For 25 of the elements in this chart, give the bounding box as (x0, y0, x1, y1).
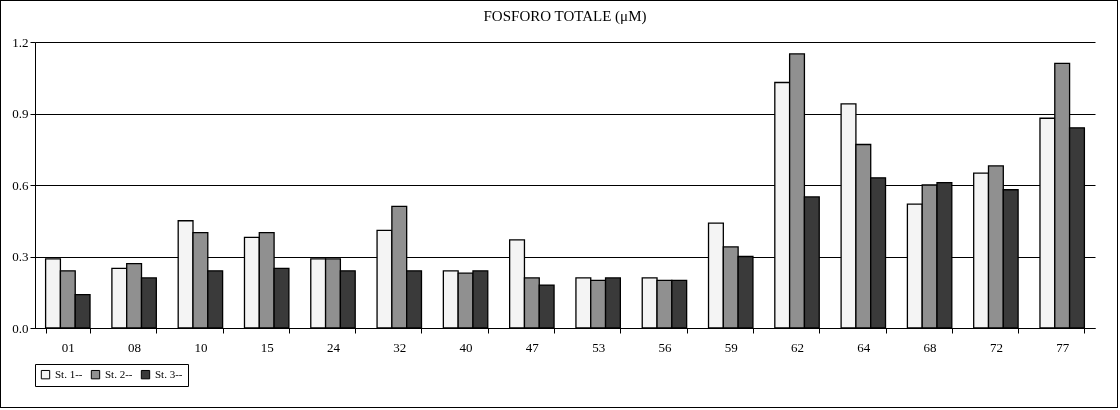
legend-label: St. 1-- (55, 367, 83, 380)
x-tick-label: 72 (989, 339, 1003, 355)
x-tick-label: 15 (260, 339, 274, 355)
x-tick-label: 62 (791, 339, 805, 355)
x-tick-label: 68 (923, 339, 937, 355)
legend-label: St. 3-- (155, 367, 183, 380)
y-tick-label: 0.9 (12, 106, 29, 121)
chart-title: FOSFORO TOTALE (μM) (483, 8, 647, 25)
y-tick-label: 0.0 (12, 320, 29, 336)
x-tick-label: 24 (326, 339, 341, 355)
x-tick-label: 53 (592, 339, 606, 355)
x-tick-label: 64 (857, 339, 871, 355)
x-tick-label: 59 (724, 339, 738, 355)
legend-label: St. 2-- (105, 367, 133, 380)
x-tick-label: 10 (194, 339, 208, 355)
x-tick-label: 08 (128, 339, 142, 355)
x-tick-label: 32 (393, 339, 407, 355)
x-tick-label: 56 (658, 339, 672, 355)
y-tick-label: 0.3 (12, 249, 29, 264)
x-tick-label: 47 (525, 339, 540, 355)
x-tick-label: 77 (1056, 339, 1070, 355)
y-tick-label: 0.6 (12, 177, 29, 193)
x-tick-label: 01 (61, 339, 75, 355)
x-tick-label: 40 (459, 339, 473, 355)
y-tick-label: 1.2 (12, 34, 29, 50)
